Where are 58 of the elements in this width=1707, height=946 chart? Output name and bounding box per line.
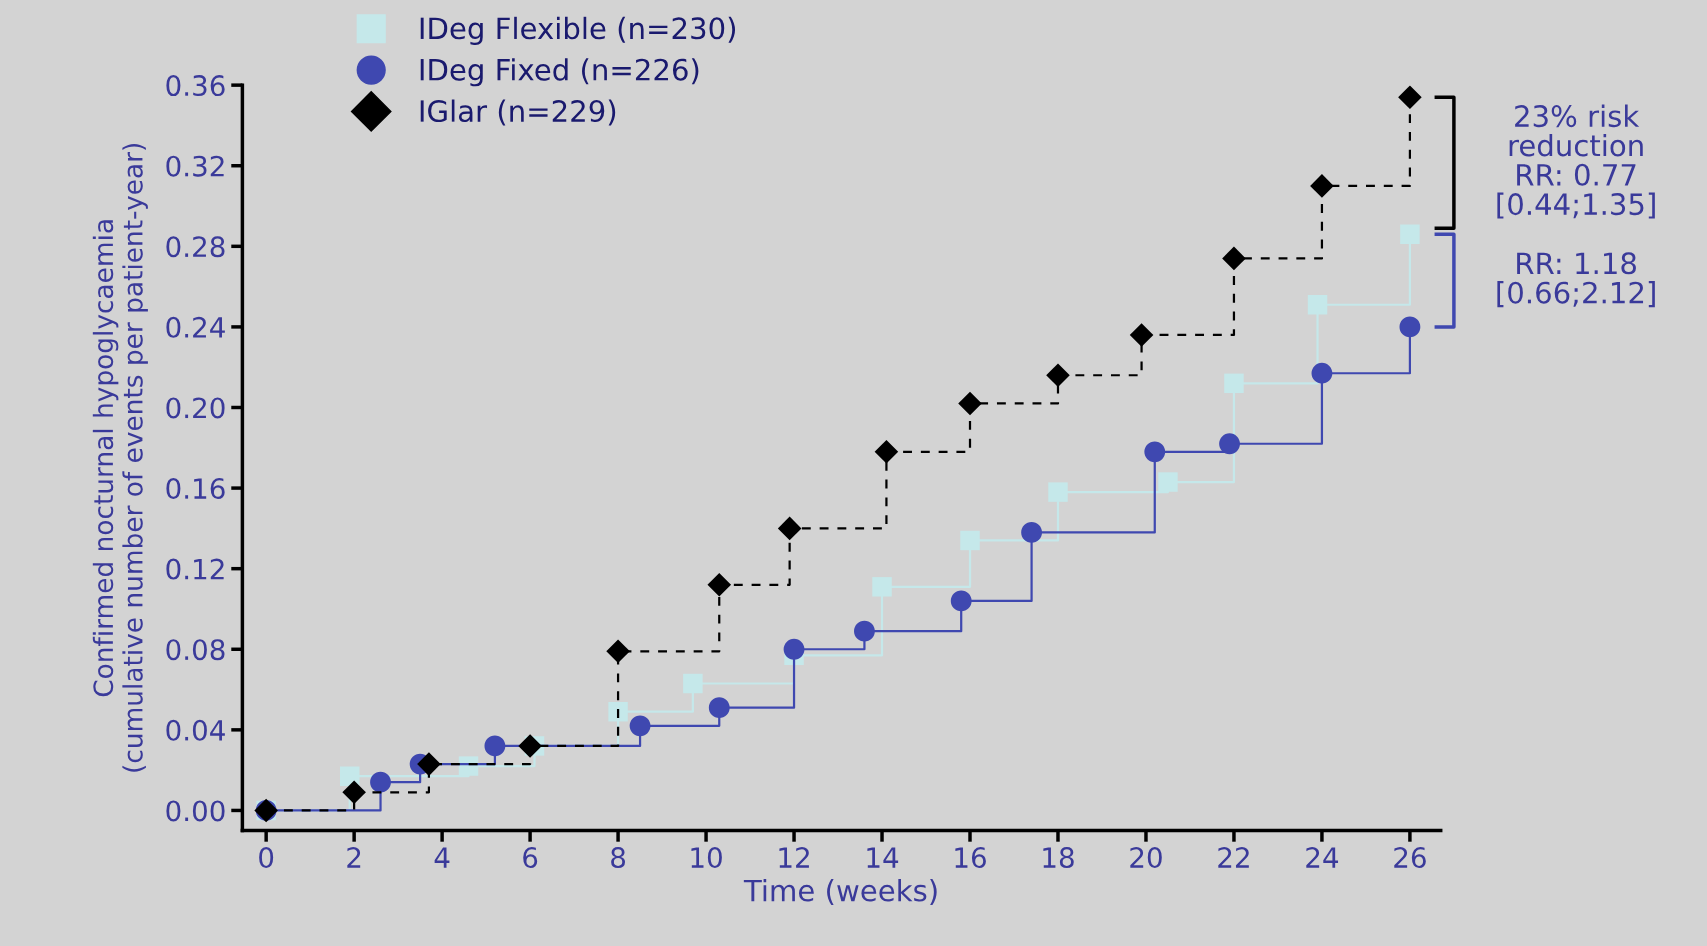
point [417, 752, 441, 776]
point [1046, 363, 1070, 388]
x-axis-title: Time (weeks) [743, 879, 937, 906]
x-tick-label: 8 [611, 847, 626, 869]
point [629, 715, 651, 737]
x-tick-label: 24 [1306, 847, 1339, 868]
y-tick-label: 0.08 [166, 639, 225, 661]
x-tick-label: 26 [1394, 847, 1426, 869]
point [1310, 174, 1334, 198]
y-tick-label: 0.28 [166, 236, 225, 258]
text: 23% risk reduction RR: 0.77 [0.44;1.35] [1497, 104, 1655, 219]
x-tick-label: 2 [347, 847, 361, 868]
point [783, 638, 805, 660]
point [874, 440, 899, 464]
x-tick-label: 6 [523, 847, 538, 869]
point [1398, 85, 1422, 110]
x-tick-label: 10 [691, 847, 722, 869]
legend-label: IDeg Flexible (n=230) [420, 16, 736, 46]
y-tick-label: 0.16 [166, 478, 225, 500]
y-tick-label: 0.04 [166, 719, 225, 741]
point [1311, 362, 1333, 384]
x-tick-label: 12 [779, 847, 809, 868]
x-tick-label: 20 [1130, 847, 1162, 869]
point [958, 391, 982, 416]
x-tick-label: 0 [259, 847, 274, 869]
point [950, 590, 972, 612]
x-tick-label: 22 [1218, 847, 1249, 868]
x-tick-label: 16 [955, 847, 986, 869]
point [340, 766, 360, 786]
point [777, 516, 802, 541]
x-tick-label: 18 [1043, 847, 1074, 869]
text: RR: 1.18 [0.66;2.12] [1497, 252, 1655, 308]
y-tick-label: 0.24 [166, 316, 225, 338]
point [484, 735, 506, 757]
point [708, 697, 730, 719]
point [1144, 441, 1166, 463]
point [342, 780, 366, 805]
y-tick-label: 0.20 [166, 397, 225, 419]
point [1021, 521, 1043, 543]
y-tick-label: 0.36 [166, 75, 225, 97]
y-tick-label: 0.00 [166, 800, 225, 822]
point [370, 771, 391, 793]
y-axis-title: Confirmed nocturnal hypoglycaemia (cumulative number of events per patient-year) [92, 144, 148, 772]
point [1399, 316, 1421, 338]
point [606, 639, 630, 664]
legend-label: IGlar (n=229) [420, 99, 616, 126]
point [608, 702, 628, 722]
point [1129, 323, 1154, 347]
point [1222, 246, 1246, 271]
point [1219, 433, 1240, 455]
point [854, 620, 875, 642]
y-tick-label: 0.32 [166, 155, 224, 177]
point [518, 734, 542, 758]
x-tick-label: 4 [434, 847, 450, 868]
y-tick-label: 0.12 [166, 558, 224, 580]
x-tick-label: 14 [867, 847, 899, 868]
legend-label: IDeg Fixed (n=226) [420, 58, 699, 87]
point [707, 573, 732, 597]
